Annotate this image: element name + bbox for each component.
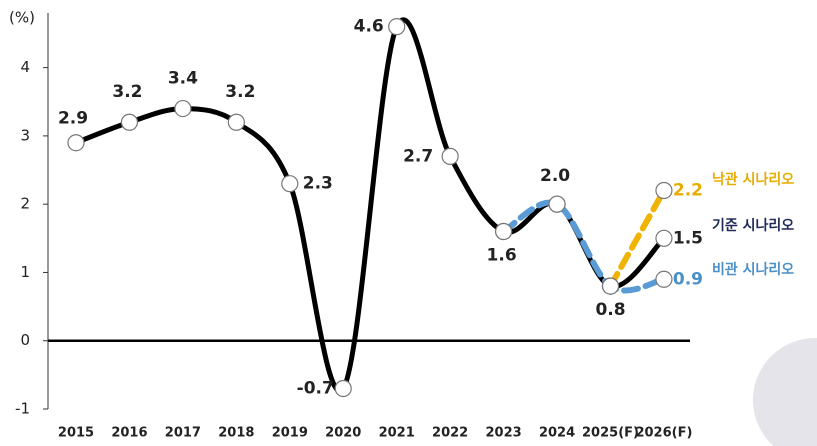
data-label: 0.9 [673,269,703,289]
x-tick-label: 2019 [272,426,308,441]
marker [227,113,245,131]
marker [67,134,85,152]
data-label: 2.2 [673,181,703,201]
data-label: 1.6 [487,245,517,265]
marker [174,99,192,118]
y-tick-label: -1 [15,400,30,418]
marker [548,195,566,213]
legend-entry: 낙관 시나리오 [712,171,794,188]
marker [495,222,513,241]
x-tick-label: 2024 [539,426,575,441]
legend-entry: 기준 시나리오 [712,218,794,234]
data-label: -0.7 [297,379,334,399]
data-label: 2.0 [540,166,570,186]
marker [655,270,673,288]
data-label: 4.6 [354,17,384,37]
marker [388,18,406,36]
data-label: 3.2 [112,82,142,102]
x-tick-label: 2018 [218,426,254,441]
x-tick-label: 2017 [165,426,201,441]
x-tick-label: 2022 [432,426,468,441]
x-tick-label: 2020 [325,426,361,441]
data-label: 3.4 [168,69,198,89]
line [73,17,667,394]
data-label: 0.8 [595,300,625,320]
data-label: 2.3 [303,174,333,194]
y-tick-label: 1 [20,263,30,281]
y-tick-label: 0 [20,331,30,349]
y-tick-label: 3 [20,126,30,144]
x-tick-label: 2015 [58,426,94,441]
x-tick-label: 2021 [379,426,415,441]
data-label: 1.5 [673,228,703,248]
data-label: 2.9 [58,109,88,129]
data-label: 2.7 [403,146,433,166]
legend-entry: 비관 시나리오 [712,261,794,278]
y-tick-label: 4 [20,58,30,76]
y-axis-label: (%) [9,9,35,27]
marker [120,113,139,131]
marker [655,181,673,200]
marker [441,147,459,165]
decoration [753,338,817,446]
marker [281,175,299,193]
line [500,199,667,294]
x-tick-label: 2026(F) [635,426,692,441]
x-tick-label: 2025(F) [582,426,639,441]
data-label: 3.2 [225,82,255,102]
marker [601,277,620,295]
x-tick-label: 2016 [111,426,147,441]
x-tick-label: 2023 [486,426,522,441]
y-tick-label: 2 [20,195,30,213]
marker [334,379,352,398]
marker [655,229,673,247]
